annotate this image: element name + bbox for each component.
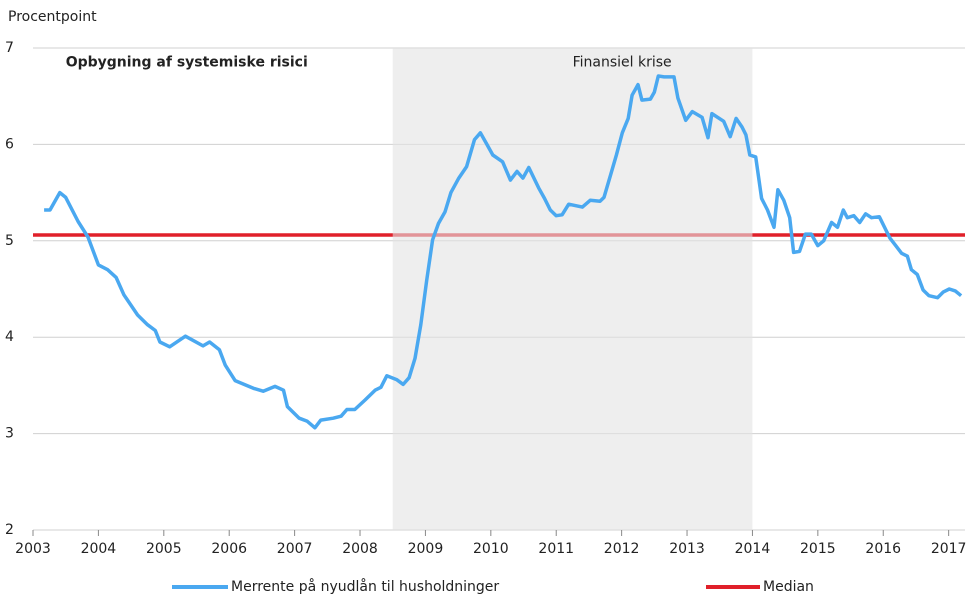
y-tick-label: 7 (5, 40, 14, 56)
x-tick-label: 2013 (669, 541, 705, 557)
annotation: Opbygning af systemiske risici (66, 54, 308, 70)
y-axis-label: Procentpoint (8, 9, 97, 25)
x-tick-label: 2017 (931, 541, 967, 557)
x-tick-label: 2010 (473, 541, 509, 557)
x-tick-label: 2006 (211, 541, 247, 557)
y-tick-label: 6 (5, 136, 14, 152)
y-tick-label: 3 (5, 426, 14, 442)
x-tick-label: 2005 (146, 541, 182, 557)
x-tick-label: 2015 (800, 541, 836, 557)
y-tick-label: 2 (5, 522, 14, 538)
annotation: Finansiel krise (573, 54, 672, 70)
x-tick-label: 2003 (15, 541, 51, 557)
x-tick-label: 2011 (538, 541, 574, 557)
legend-label: Median (763, 579, 814, 595)
x-tick-label: 2012 (604, 541, 640, 557)
x-tick-label: 2008 (342, 541, 378, 557)
y-tick-label: 5 (5, 233, 14, 249)
data-line (44, 74, 963, 430)
x-tick-label: 2016 (865, 541, 901, 557)
y-tick-label: 4 (5, 329, 14, 345)
shaded-region (392, 48, 753, 530)
x-tick-label: 2014 (735, 541, 771, 557)
x-tick-label: 2004 (81, 541, 117, 557)
x-tick-label: 2007 (277, 541, 313, 557)
x-tick-label: 2009 (408, 541, 444, 557)
legend-label: Merrente på nyudlån til husholdninger (231, 578, 499, 595)
